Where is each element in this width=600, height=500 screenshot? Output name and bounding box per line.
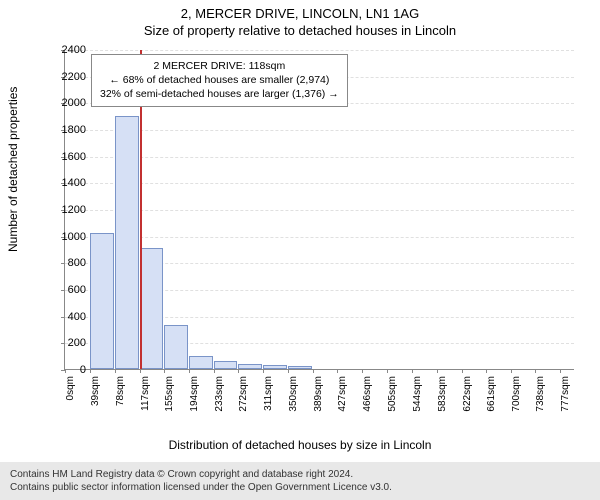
xtick-mark bbox=[486, 369, 487, 373]
xtick-mark bbox=[462, 369, 463, 373]
xtick-mark bbox=[164, 369, 165, 373]
y-axis-label: Number of detached properties bbox=[6, 87, 20, 252]
xtick-mark bbox=[412, 369, 413, 373]
ytick-label: 0 bbox=[46, 364, 86, 376]
annotation-line2: ← 68% of detached houses are smaller (2,… bbox=[100, 73, 339, 87]
footer-line2: Contains public sector information licen… bbox=[10, 481, 590, 494]
histogram-bar bbox=[90, 233, 114, 369]
xtick-mark bbox=[337, 369, 338, 373]
histogram-bar bbox=[140, 248, 163, 369]
ytick-label: 600 bbox=[46, 284, 86, 296]
xtick-mark bbox=[362, 369, 363, 373]
histogram-bar bbox=[214, 361, 238, 369]
xtick-mark bbox=[263, 369, 264, 373]
histogram-bar bbox=[164, 325, 188, 369]
footer-line1: Contains HM Land Registry data © Crown c… bbox=[10, 468, 590, 481]
xtick-mark bbox=[214, 369, 215, 373]
ytick-label: 1000 bbox=[46, 231, 86, 243]
ytick-label: 1800 bbox=[46, 124, 86, 136]
ytick-label: 1200 bbox=[46, 204, 86, 216]
xtick-mark bbox=[560, 369, 561, 373]
plot-area: 0sqm39sqm78sqm117sqm155sqm194sqm233sqm27… bbox=[64, 50, 574, 370]
xtick-mark bbox=[140, 369, 141, 373]
ytick-label: 1600 bbox=[46, 151, 86, 163]
annotation-box: 2 MERCER DRIVE: 118sqm ← 68% of detached… bbox=[91, 54, 348, 107]
ytick-label: 2400 bbox=[46, 44, 86, 56]
xtick-mark bbox=[189, 369, 190, 373]
xtick-mark bbox=[90, 369, 91, 373]
xtick-mark bbox=[238, 369, 239, 373]
ytick-label: 1400 bbox=[46, 177, 86, 189]
histogram-bar bbox=[238, 364, 262, 369]
xtick-mark bbox=[437, 369, 438, 373]
chart-area: Number of detached properties 0sqm39sqm7… bbox=[0, 42, 600, 432]
ytick-label: 2200 bbox=[46, 71, 86, 83]
histogram-bar bbox=[288, 366, 312, 369]
subtitle: Size of property relative to detached ho… bbox=[0, 21, 600, 42]
xtick-mark bbox=[387, 369, 388, 373]
xtick-mark bbox=[115, 369, 116, 373]
address-title: 2, MERCER DRIVE, LINCOLN, LN1 1AG bbox=[0, 0, 600, 21]
ytick-label: 400 bbox=[46, 311, 86, 323]
annotation-line3: 32% of semi-detached houses are larger (… bbox=[100, 87, 339, 101]
annotation-line1: 2 MERCER DRIVE: 118sqm bbox=[100, 59, 339, 73]
xtick-mark bbox=[535, 369, 536, 373]
ytick-label: 200 bbox=[46, 337, 86, 349]
histogram-bar bbox=[189, 356, 213, 369]
footer: Contains HM Land Registry data © Crown c… bbox=[0, 462, 600, 500]
ytick-label: 800 bbox=[46, 257, 86, 269]
xtick-mark bbox=[511, 369, 512, 373]
histogram-bar bbox=[263, 365, 287, 369]
xtick-mark bbox=[288, 369, 289, 373]
xtick-mark bbox=[313, 369, 314, 373]
histogram-bar bbox=[115, 116, 139, 369]
ytick-label: 2000 bbox=[46, 97, 86, 109]
x-axis-label: Distribution of detached houses by size … bbox=[0, 438, 600, 452]
